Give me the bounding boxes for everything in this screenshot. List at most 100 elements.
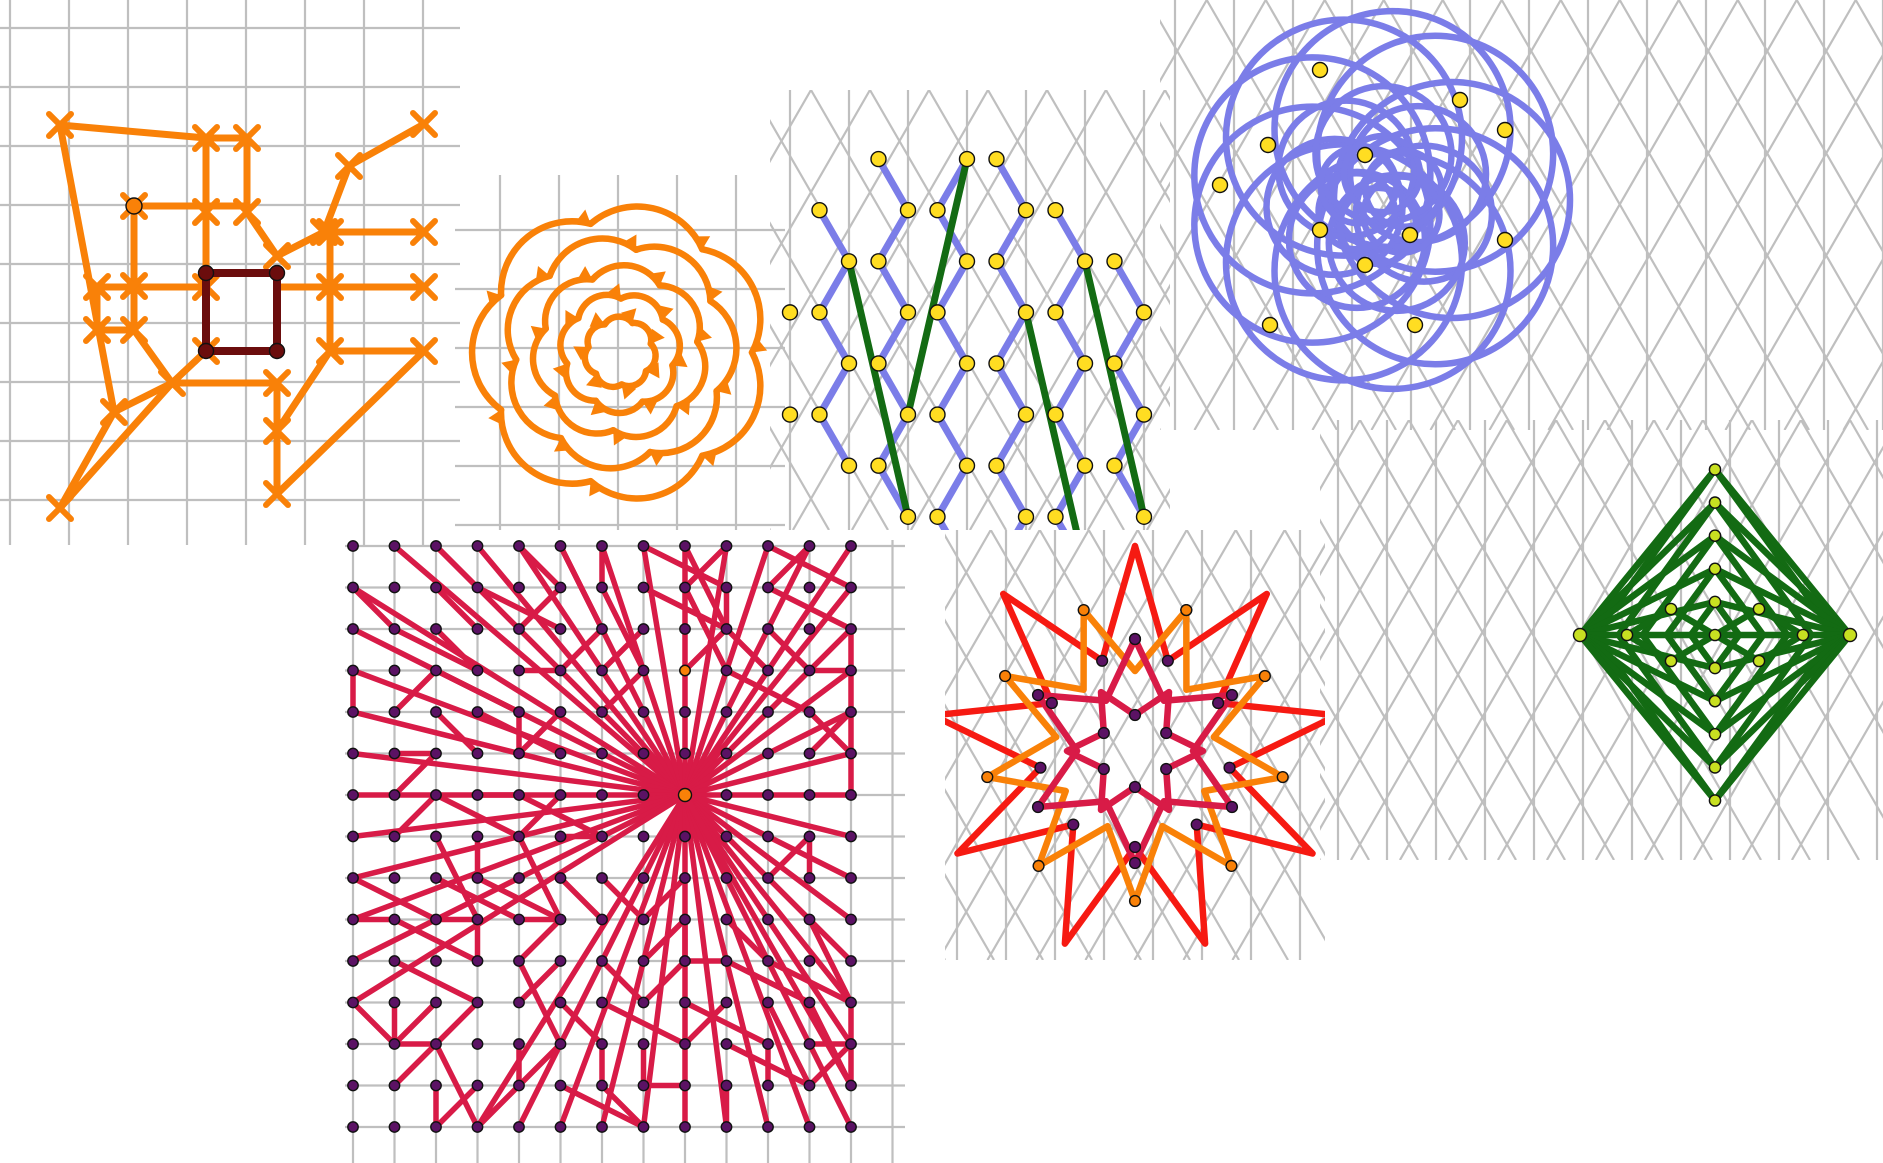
graph-node bbox=[637, 996, 650, 1009]
grid-line-diag-a bbox=[945, 618, 1142, 960]
arrowhead bbox=[589, 312, 605, 327]
grid-line-diag-b bbox=[1790, 700, 1883, 860]
starburst-spoke bbox=[682, 543, 730, 798]
graph-node bbox=[554, 623, 567, 635]
graph-edge bbox=[474, 1082, 522, 1130]
graph-node bbox=[637, 789, 650, 801]
fan-node bbox=[1708, 794, 1722, 807]
fan-spoke-right bbox=[1711, 631, 1854, 705]
star-node-orange bbox=[981, 770, 994, 784]
lattice-edge-blue bbox=[993, 206, 1030, 265]
grid-line-diag-b bbox=[770, 90, 930, 368]
x-marker bbox=[120, 272, 148, 300]
x-stroke bbox=[310, 218, 338, 246]
graph-node bbox=[347, 955, 359, 967]
graph-node bbox=[388, 1038, 401, 1050]
star-node bbox=[1031, 688, 1045, 702]
starburst-spoke bbox=[640, 543, 688, 798]
fan-node bbox=[1708, 496, 1722, 509]
arc bbox=[707, 297, 740, 395]
fan-spoke-left bbox=[1576, 631, 1719, 738]
grid-line-diag-a bbox=[1559, 0, 1810, 430]
lattice-node bbox=[781, 304, 799, 321]
x-stroke bbox=[100, 398, 128, 426]
fan-spoke-right bbox=[1711, 532, 1854, 639]
arrowhead bbox=[565, 309, 579, 326]
grid-line-diag-a bbox=[1136, 530, 1325, 857]
graph-edge bbox=[765, 543, 854, 591]
grid-line-diag-b bbox=[1035, 530, 1286, 960]
grid-line-diag-b bbox=[1741, 615, 1883, 860]
arc bbox=[497, 406, 594, 487]
graph-edge bbox=[806, 709, 854, 757]
star-node bbox=[1128, 856, 1142, 870]
lattice-node bbox=[840, 253, 858, 270]
graph-node bbox=[762, 872, 774, 884]
graph-node bbox=[347, 1121, 359, 1133]
graph-node bbox=[637, 623, 650, 635]
graph-node bbox=[720, 1121, 733, 1133]
star-node bbox=[1096, 654, 1109, 667]
graph-edge bbox=[350, 999, 398, 1047]
starburst-hub bbox=[677, 787, 693, 803]
lattice-node bbox=[929, 304, 946, 321]
origin-node bbox=[125, 197, 143, 215]
graph-edge bbox=[391, 792, 439, 840]
outer-star-red bbox=[945, 542, 1325, 947]
blue-green-triangular-lattice-svg bbox=[770, 90, 1170, 530]
x-marker bbox=[83, 273, 111, 301]
graph-edge bbox=[516, 1041, 564, 1089]
grid-line-diag-b bbox=[1133, 627, 1325, 960]
grid-line-diag-b bbox=[945, 530, 1188, 951]
graph-node bbox=[513, 1121, 525, 1133]
inner-diamond-node bbox=[1752, 602, 1766, 616]
lattice-edge-blue bbox=[934, 462, 971, 521]
graph-node bbox=[430, 1079, 442, 1092]
graph-edge bbox=[516, 709, 564, 757]
x-stroke bbox=[233, 198, 261, 226]
x-marker bbox=[263, 369, 291, 397]
fan-node bbox=[1708, 761, 1722, 774]
graph-node bbox=[720, 955, 733, 967]
star-node bbox=[1097, 762, 1110, 776]
graph-node bbox=[471, 996, 484, 1009]
graph-node bbox=[679, 581, 691, 594]
lattice-edge-blue bbox=[993, 411, 1030, 470]
graph-node bbox=[762, 830, 774, 843]
graph-node bbox=[471, 872, 484, 884]
graph-node bbox=[762, 706, 774, 718]
graph-node bbox=[845, 581, 857, 594]
graph-edge bbox=[765, 543, 813, 591]
graph-edge bbox=[557, 626, 605, 674]
graph-node bbox=[720, 706, 733, 718]
lattice-edge-blue bbox=[934, 513, 950, 530]
arc bbox=[557, 314, 582, 367]
arrowhead bbox=[573, 346, 589, 361]
fan-spoke-right bbox=[1711, 631, 1854, 804]
x-marker bbox=[120, 316, 148, 344]
triangular-grid bbox=[770, 90, 1170, 530]
spiral-arc bbox=[1340, 132, 1424, 216]
lattice-edge-blue bbox=[1111, 308, 1148, 367]
arrowhead bbox=[613, 430, 628, 446]
graph-node bbox=[803, 830, 816, 843]
graph-node bbox=[845, 664, 857, 677]
grid-line-diag-a bbox=[1038, 530, 1289, 960]
graph-node bbox=[471, 623, 484, 635]
x-stroke bbox=[158, 369, 186, 397]
graph-node bbox=[720, 1038, 733, 1050]
graph-node bbox=[596, 789, 608, 801]
lattice-edge-blue bbox=[1052, 257, 1089, 316]
lattice-node bbox=[870, 150, 887, 168]
graph-edge bbox=[765, 833, 813, 881]
arrowhead bbox=[488, 409, 503, 425]
graph-node bbox=[471, 540, 484, 552]
graph-node bbox=[803, 789, 816, 801]
crimson-starburst-graph-svg bbox=[345, 540, 905, 1163]
lattice-edge-green bbox=[1081, 257, 1148, 521]
spiral-node bbox=[1311, 61, 1329, 79]
graph-node bbox=[471, 581, 484, 594]
starburst-spoke bbox=[350, 750, 688, 798]
graph-node bbox=[388, 830, 401, 843]
lattice-node bbox=[958, 150, 976, 168]
